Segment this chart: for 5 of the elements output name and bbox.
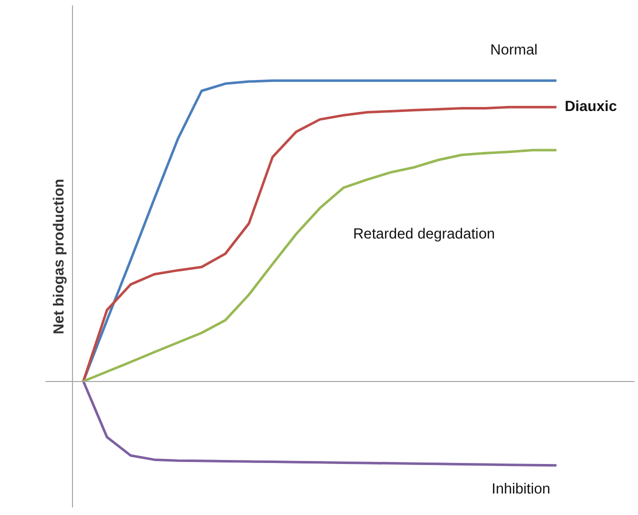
y-axis-title: Net biogas production [52, 178, 68, 334]
series-label: Diauxic [564, 99, 617, 116]
text: Retarded degradation [353, 226, 495, 242]
series-label: Inhibition [492, 481, 550, 498]
series-label: Normal [490, 42, 538, 59]
